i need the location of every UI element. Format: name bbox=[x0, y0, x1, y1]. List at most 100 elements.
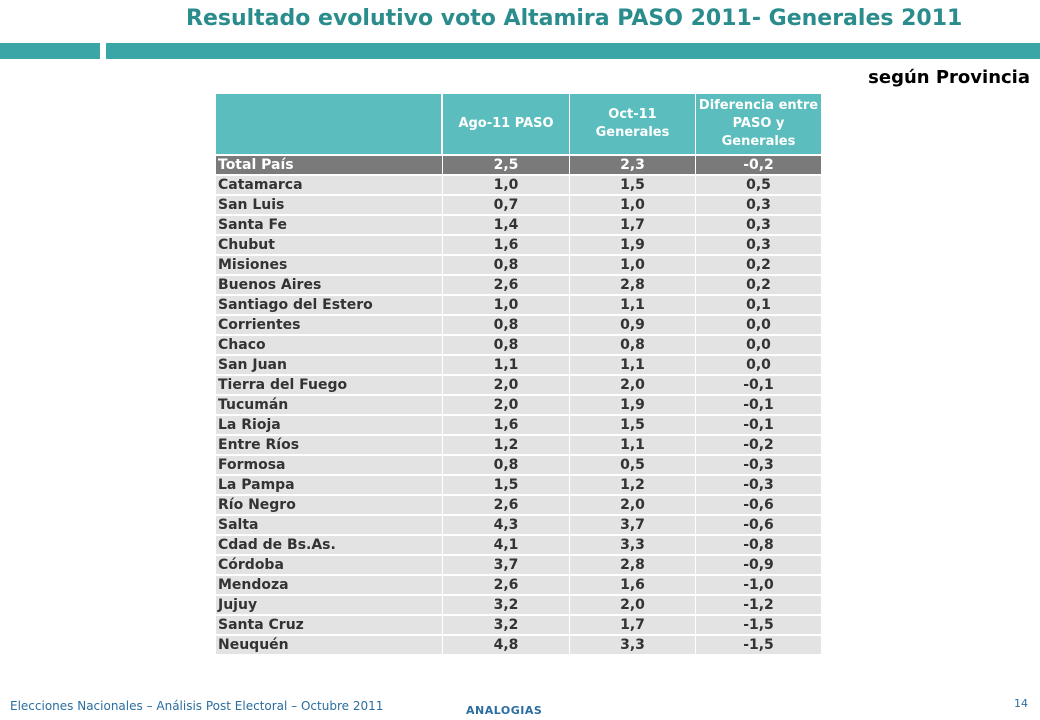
diff-value: -0,1 bbox=[696, 416, 822, 436]
province-name: Catamarca bbox=[216, 176, 443, 196]
table-row: Río Negro 2,6 2,0 -0,6 bbox=[216, 496, 822, 516]
province-name: Neuquén bbox=[216, 636, 443, 656]
generales-value: 1,9 bbox=[570, 396, 696, 416]
table-row: La Rioja 1,6 1,5 -0,1 bbox=[216, 416, 822, 436]
diff-value: 0,2 bbox=[696, 256, 822, 276]
header-blank bbox=[216, 94, 443, 156]
generales-value: 2,0 bbox=[570, 496, 696, 516]
generales-value: 1,0 bbox=[570, 196, 696, 216]
header-diferencia: Diferencia entre PASO y Generales bbox=[696, 94, 822, 156]
table-row: Chaco 0,8 0,8 0,0 bbox=[216, 336, 822, 356]
diff-value: -1,5 bbox=[696, 636, 822, 656]
diff-value: 0,0 bbox=[696, 316, 822, 336]
paso-value: 1,0 bbox=[443, 176, 570, 196]
paso-value: 0,8 bbox=[443, 256, 570, 276]
diff-value: -1,0 bbox=[696, 576, 822, 596]
diff-value: 0,2 bbox=[696, 276, 822, 296]
province-name: Santa Fe bbox=[216, 216, 443, 236]
paso-value: 0,8 bbox=[443, 456, 570, 476]
diff-value: 0,3 bbox=[696, 216, 822, 236]
generales-value: 1,5 bbox=[570, 416, 696, 436]
diff-value: 0,3 bbox=[696, 236, 822, 256]
province-name: Buenos Aires bbox=[216, 276, 443, 296]
province-name: Formosa bbox=[216, 456, 443, 476]
province-name: Mendoza bbox=[216, 576, 443, 596]
diff-value: 0,0 bbox=[696, 356, 822, 376]
generales-value: 2,8 bbox=[570, 276, 696, 296]
diff-value: 0,1 bbox=[696, 296, 822, 316]
paso-value: 2,6 bbox=[443, 276, 570, 296]
province-name: Salta bbox=[216, 516, 443, 536]
province-name: La Pampa bbox=[216, 476, 443, 496]
paso-value: 2,5 bbox=[443, 156, 570, 176]
diff-value: 0,0 bbox=[696, 336, 822, 356]
paso-value: 1,6 bbox=[443, 416, 570, 436]
province-name: Chaco bbox=[216, 336, 443, 356]
table-row: Jujuy 3,2 2,0 -1,2 bbox=[216, 596, 822, 616]
table-row: Santiago del Estero 1,0 1,1 0,1 bbox=[216, 296, 822, 316]
paso-value: 0,8 bbox=[443, 316, 570, 336]
table-row: Córdoba 3,7 2,8 -0,9 bbox=[216, 556, 822, 576]
header-paso: Ago-11 PASO bbox=[443, 94, 570, 156]
paso-value: 1,0 bbox=[443, 296, 570, 316]
province-name: Santa Cruz bbox=[216, 616, 443, 636]
generales-value: 3,7 bbox=[570, 516, 696, 536]
diff-value: -0,8 bbox=[696, 536, 822, 556]
table-row: Catamarca 1,0 1,5 0,5 bbox=[216, 176, 822, 196]
generales-value: 1,7 bbox=[570, 216, 696, 236]
paso-value: 0,8 bbox=[443, 336, 570, 356]
paso-value: 2,0 bbox=[443, 396, 570, 416]
table-row: Corrientes 0,8 0,9 0,0 bbox=[216, 316, 822, 336]
generales-value: 1,1 bbox=[570, 296, 696, 316]
generales-value: 2,3 bbox=[570, 156, 696, 176]
paso-value: 4,3 bbox=[443, 516, 570, 536]
province-name: Cdad de Bs.As. bbox=[216, 536, 443, 556]
paso-value: 1,2 bbox=[443, 436, 570, 456]
table-row-total: Total País 2,5 2,3 -0,2 bbox=[216, 156, 822, 176]
table-row: Santa Cruz 3,2 1,7 -1,5 bbox=[216, 616, 822, 636]
diff-value: -0,2 bbox=[696, 156, 822, 176]
table-row: Santa Fe 1,4 1,7 0,3 bbox=[216, 216, 822, 236]
table-row: Misiones 0,8 1,0 0,2 bbox=[216, 256, 822, 276]
diff-value: -1,5 bbox=[696, 616, 822, 636]
paso-value: 1,5 bbox=[443, 476, 570, 496]
paso-value: 3,2 bbox=[443, 596, 570, 616]
paso-value: 1,1 bbox=[443, 356, 570, 376]
table-row: Chubut 1,6 1,9 0,3 bbox=[216, 236, 822, 256]
diff-value: -0,2 bbox=[696, 436, 822, 456]
province-name: Total País bbox=[216, 156, 443, 176]
generales-value: 1,1 bbox=[570, 436, 696, 456]
header-generales: Oct-11 Generales bbox=[570, 94, 696, 156]
generales-value: 1,7 bbox=[570, 616, 696, 636]
generales-value: 3,3 bbox=[570, 536, 696, 556]
province-name: Jujuy bbox=[216, 596, 443, 616]
table-header-row: Ago-11 PASO Oct-11 Generales Diferencia … bbox=[216, 94, 822, 156]
table-row: Neuquén 4,8 3,3 -1,5 bbox=[216, 636, 822, 656]
paso-value: 2,6 bbox=[443, 576, 570, 596]
header-accent-bar-right bbox=[106, 43, 1040, 59]
paso-value: 3,7 bbox=[443, 556, 570, 576]
province-name: Santiago del Estero bbox=[216, 296, 443, 316]
generales-value: 2,0 bbox=[570, 376, 696, 396]
province-name: San Juan bbox=[216, 356, 443, 376]
generales-value: 1,0 bbox=[570, 256, 696, 276]
page-title: Resultado evolutivo voto Altamira PASO 2… bbox=[186, 6, 963, 31]
diff-value: -0,3 bbox=[696, 456, 822, 476]
generales-value: 1,6 bbox=[570, 576, 696, 596]
province-name: La Rioja bbox=[216, 416, 443, 436]
table-row: Entre Ríos 1,2 1,1 -0,2 bbox=[216, 436, 822, 456]
diff-value: 0,5 bbox=[696, 176, 822, 196]
diff-value: -1,2 bbox=[696, 596, 822, 616]
table-row: Formosa 0,8 0,5 -0,3 bbox=[216, 456, 822, 476]
results-table: Ago-11 PASO Oct-11 Generales Diferencia … bbox=[216, 94, 822, 656]
paso-value: 4,1 bbox=[443, 536, 570, 556]
generales-value: 3,3 bbox=[570, 636, 696, 656]
generales-value: 0,5 bbox=[570, 456, 696, 476]
table-row: San Juan 1,1 1,1 0,0 bbox=[216, 356, 822, 376]
generales-value: 0,9 bbox=[570, 316, 696, 336]
paso-value: 2,0 bbox=[443, 376, 570, 396]
table-row: San Luis 0,7 1,0 0,3 bbox=[216, 196, 822, 216]
province-name: San Luis bbox=[216, 196, 443, 216]
diff-value: -0,3 bbox=[696, 476, 822, 496]
province-name: Tierra del Fuego bbox=[216, 376, 443, 396]
